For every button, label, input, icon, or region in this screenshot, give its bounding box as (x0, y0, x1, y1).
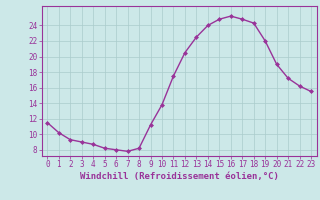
X-axis label: Windchill (Refroidissement éolien,°C): Windchill (Refroidissement éolien,°C) (80, 172, 279, 181)
